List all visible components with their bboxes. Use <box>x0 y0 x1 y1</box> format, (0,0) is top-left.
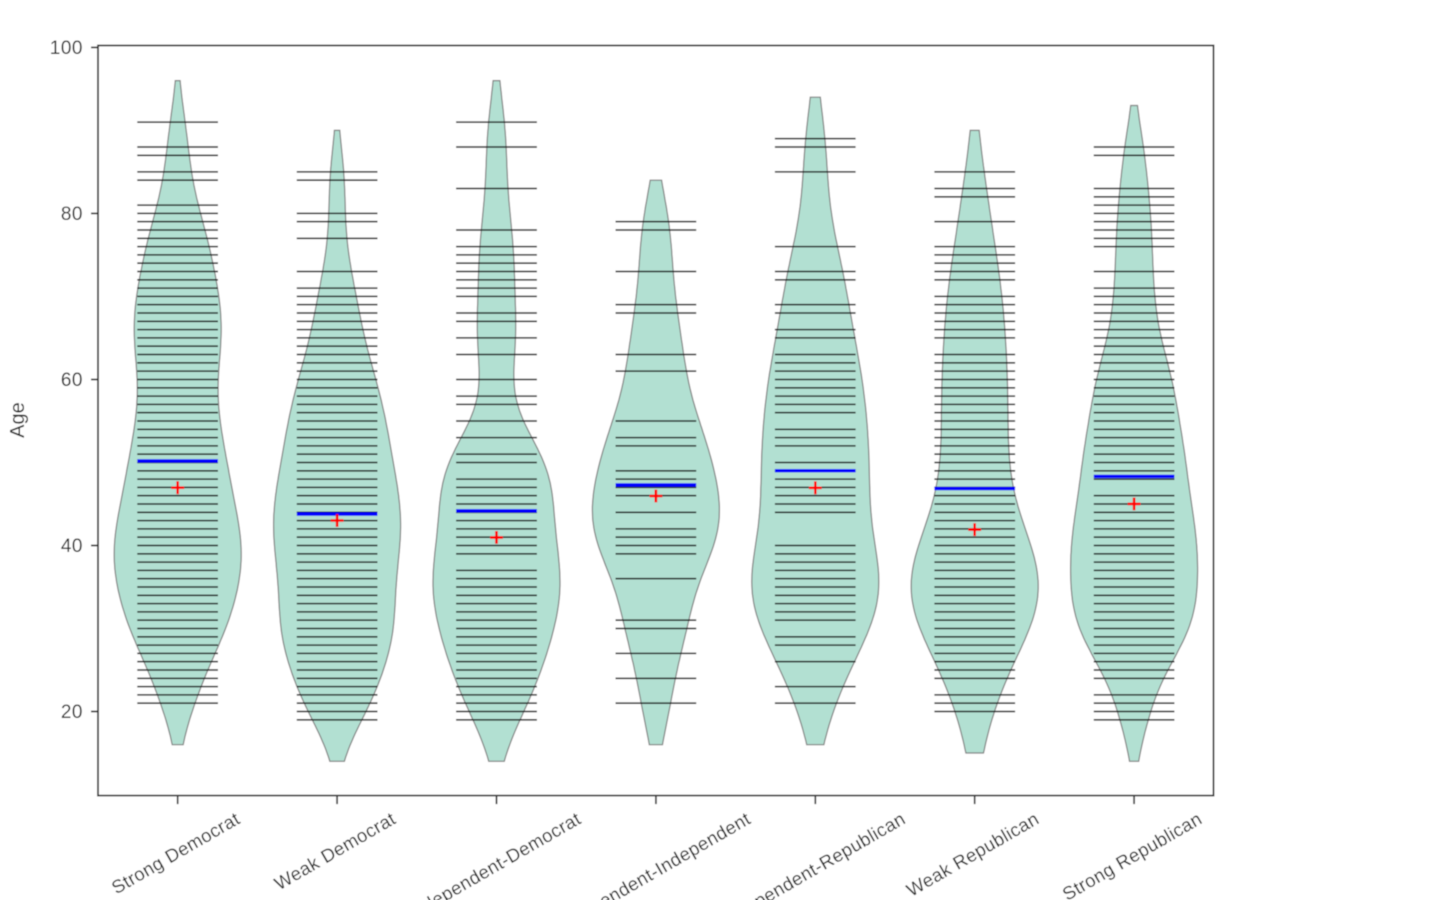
svg-text:60: 60 <box>61 370 83 391</box>
svg-text:80: 80 <box>61 204 83 225</box>
svg-text:20: 20 <box>61 702 83 723</box>
svg-text:Age: Age <box>7 402 29 438</box>
svg-text:100: 100 <box>50 38 83 59</box>
svg-text:40: 40 <box>61 536 83 557</box>
